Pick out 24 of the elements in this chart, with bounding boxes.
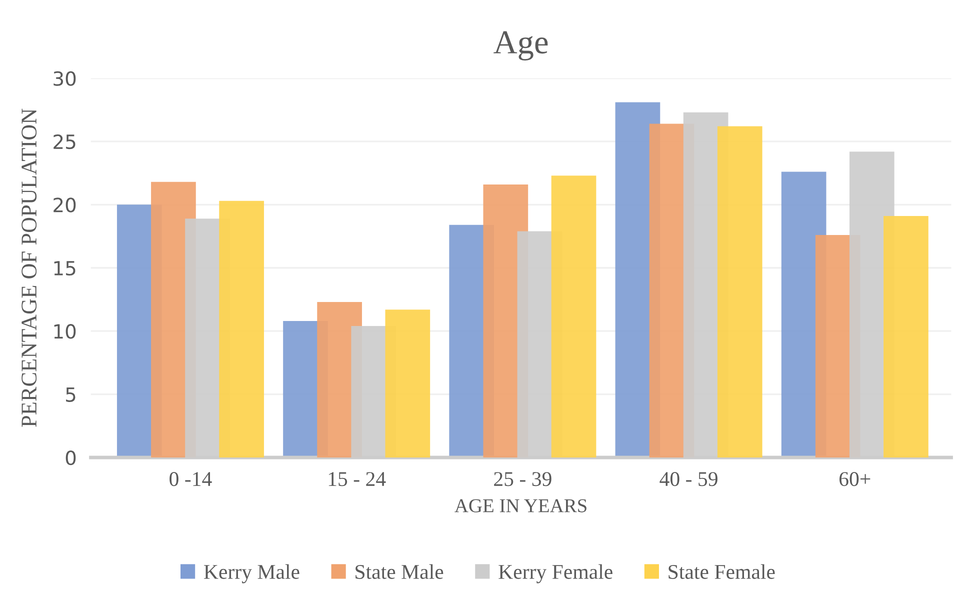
- bar: [219, 200, 264, 458]
- legend-label: Kerry Male: [204, 564, 300, 584]
- y-tick-label: 5: [66, 388, 76, 402]
- bar: [884, 216, 928, 458]
- x-tick-label: 40 - 59: [660, 472, 718, 486]
- y-tick-label: 10: [54, 324, 76, 339]
- x-tick-label: 0 -14: [170, 472, 212, 486]
- y-tick-label: 15: [54, 261, 76, 276]
- bar: [717, 126, 762, 458]
- y-tick-label: 30: [54, 71, 76, 86]
- x-tick-label: 15 - 24: [328, 472, 386, 486]
- x-tick-label: 60+: [839, 472, 870, 486]
- legend-label: State Male: [356, 564, 444, 579]
- y-axis-title: PERCENTAGE OF POPULATION: [22, 108, 37, 427]
- bar: [551, 176, 596, 458]
- y-tick-label: 0: [66, 450, 76, 466]
- bar: [385, 310, 430, 458]
- y-tick-label: 25: [54, 134, 76, 150]
- y-tick-label: 20: [54, 198, 76, 212]
- legend-label: Kerry Female: [498, 564, 612, 584]
- x-tick-label: 25 - 39: [494, 472, 552, 486]
- x-axis-title: AGE IN YEARS: [454, 499, 586, 512]
- chart-title: Age: [494, 31, 548, 60]
- legend-label: State Female: [668, 564, 775, 579]
